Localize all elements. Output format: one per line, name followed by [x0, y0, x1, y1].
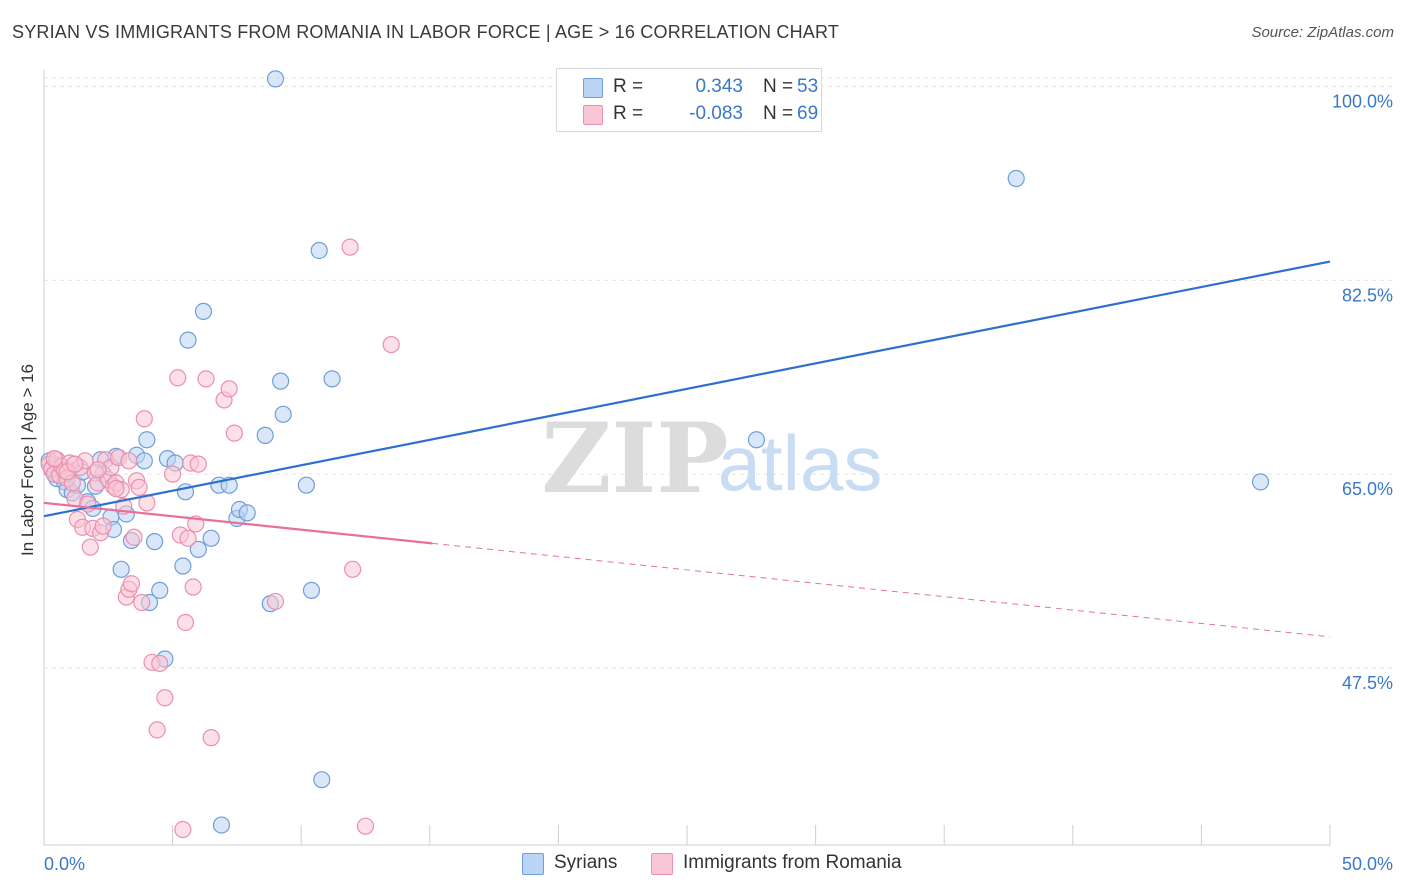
y-tick-label: 47.5%	[1342, 673, 1393, 693]
syrians-point	[297, 476, 315, 494]
romania-point	[174, 820, 192, 839]
romania-point	[176, 613, 195, 632]
romania-point	[344, 560, 362, 578]
syrians-point	[310, 241, 328, 260]
romania-point	[164, 465, 182, 483]
romania-point	[148, 721, 166, 739]
syrians-point	[174, 557, 192, 575]
syrians-swatch-icon	[522, 853, 544, 875]
romania-point	[130, 478, 148, 496]
romania-point	[341, 238, 359, 256]
syrians-point	[274, 405, 292, 423]
syrians-point	[138, 431, 156, 449]
romania-point	[107, 479, 125, 498]
y-axis-label: In Labor Force | Age > 16	[18, 363, 37, 557]
syrians-swatch-icon	[583, 78, 603, 98]
romania-point	[66, 455, 84, 473]
legend-n-label: N =	[763, 103, 794, 124]
romania-point	[184, 578, 202, 596]
romania-point	[266, 592, 285, 611]
syrians-point	[189, 540, 207, 558]
syrians-point	[302, 581, 321, 599]
syrians-point	[238, 504, 256, 522]
syrians-point	[747, 431, 766, 449]
romania-point	[189, 455, 207, 473]
syrians-point	[323, 370, 341, 388]
syrians-point	[1251, 473, 1270, 491]
syrians-point	[179, 331, 197, 349]
romania-point	[120, 452, 138, 470]
syrians-point	[272, 372, 290, 390]
syrians-point	[145, 533, 164, 551]
romania-point	[382, 335, 400, 354]
romania-point	[220, 380, 238, 398]
romania-point	[151, 654, 169, 673]
correlation-legend: R = 0.343 N = 53 R = -0.083 N = 69	[556, 68, 822, 132]
romania-point	[122, 575, 141, 593]
source-label: Source: ZipAtlas.com	[1251, 24, 1394, 41]
romania-point	[197, 370, 215, 388]
syrians-point	[112, 560, 130, 578]
romania-point	[125, 528, 143, 546]
romania-point	[179, 529, 197, 547]
syrians-point	[266, 70, 285, 88]
romania-swatch-icon	[651, 853, 673, 875]
syrians-point	[202, 529, 220, 547]
syrians-point	[151, 581, 169, 599]
trend-line-dashed	[432, 542, 1331, 638]
legend-r-value: 0.343	[695, 76, 743, 97]
legend-r-label: R =	[613, 76, 644, 97]
romania-point	[202, 729, 220, 747]
romania-point	[156, 689, 174, 707]
legend-r-label: R =	[613, 103, 644, 124]
trend-line	[43, 260, 1331, 518]
romania-point	[81, 538, 99, 556]
legend-r-value: -0.083	[689, 103, 743, 124]
romania-point	[356, 817, 375, 835]
y-tick-label: 100.0%	[1332, 92, 1393, 112]
x-tick-label: 0.0%	[44, 854, 85, 874]
romania-point	[89, 461, 107, 479]
romania-point	[225, 424, 243, 442]
romania-swatch-icon	[583, 105, 603, 125]
watermark-zip: ZIP	[541, 402, 728, 515]
syrians-point	[256, 426, 274, 444]
romania-point	[169, 369, 187, 387]
syrians-point	[135, 452, 153, 470]
x-tick-label: 50.0%	[1342, 854, 1393, 874]
syrians-point	[212, 816, 231, 834]
romania-point	[94, 517, 112, 535]
legend-n-value: 69	[797, 103, 819, 124]
syrians-point	[194, 302, 213, 320]
legend-n-label: N =	[763, 76, 794, 97]
legend-n-value: 53	[797, 76, 819, 97]
bottom-legend-label: Syrians	[554, 852, 618, 873]
chart-title: SYRIAN VS IMMIGRANTS FROM ROMANIA IN LAB…	[12, 22, 840, 42]
y-tick-label: 65.0%	[1342, 479, 1393, 499]
romania-point	[135, 410, 153, 428]
syrians-point	[1007, 169, 1025, 188]
bottom-legend-label: Immigrants from Romania	[683, 852, 902, 873]
y-tick-label: 82.5%	[1342, 285, 1393, 305]
syrians-point	[313, 771, 331, 789]
romania-point	[133, 593, 151, 612]
watermark-atlas: atlas	[718, 419, 883, 507]
trend-line	[43, 501, 433, 545]
romania-point	[45, 450, 63, 468]
